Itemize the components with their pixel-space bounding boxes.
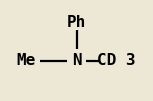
Text: Me: Me (16, 53, 36, 68)
Text: CD 3: CD 3 (97, 53, 136, 68)
Text: Ph: Ph (67, 15, 86, 30)
Text: N: N (72, 53, 81, 68)
